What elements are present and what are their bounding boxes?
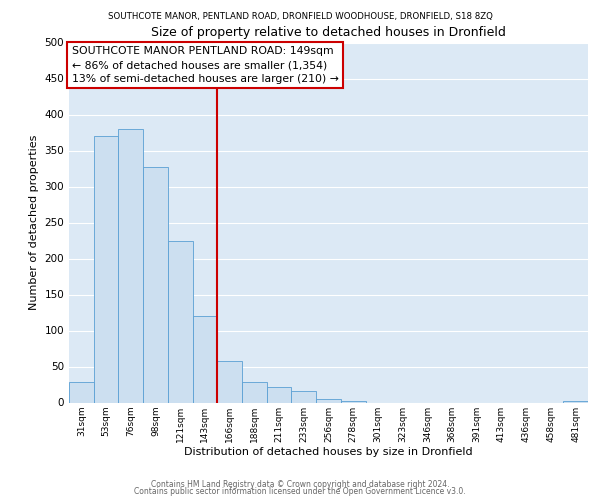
X-axis label: Distribution of detached houses by size in Dronfield: Distribution of detached houses by size …	[184, 447, 473, 457]
Bar	[118, 129, 143, 402]
Text: Contains HM Land Registry data © Crown copyright and database right 2024.: Contains HM Land Registry data © Crown c…	[151, 480, 449, 489]
Bar	[341, 401, 365, 402]
Bar	[217, 360, 242, 403]
Text: SOUTHCOTE MANOR PENTLAND ROAD: 149sqm
← 86% of detached houses are smaller (1,35: SOUTHCOTE MANOR PENTLAND ROAD: 149sqm ← …	[71, 46, 338, 84]
Bar	[267, 386, 292, 402]
Bar	[69, 382, 94, 402]
Bar	[143, 167, 168, 402]
Bar	[168, 240, 193, 402]
Text: SOUTHCOTE MANOR, PENTLAND ROAD, DRONFIELD WOODHOUSE, DRONFIELD, S18 8ZQ: SOUTHCOTE MANOR, PENTLAND ROAD, DRONFIEL…	[107, 12, 493, 22]
Bar	[563, 401, 588, 402]
Bar	[94, 136, 118, 402]
Bar	[242, 382, 267, 402]
Bar	[193, 316, 217, 402]
Title: Size of property relative to detached houses in Dronfield: Size of property relative to detached ho…	[151, 26, 506, 38]
Bar	[292, 391, 316, 402]
Y-axis label: Number of detached properties: Number of detached properties	[29, 135, 39, 310]
Bar	[316, 399, 341, 402]
Text: Contains public sector information licensed under the Open Government Licence v3: Contains public sector information licen…	[134, 487, 466, 496]
